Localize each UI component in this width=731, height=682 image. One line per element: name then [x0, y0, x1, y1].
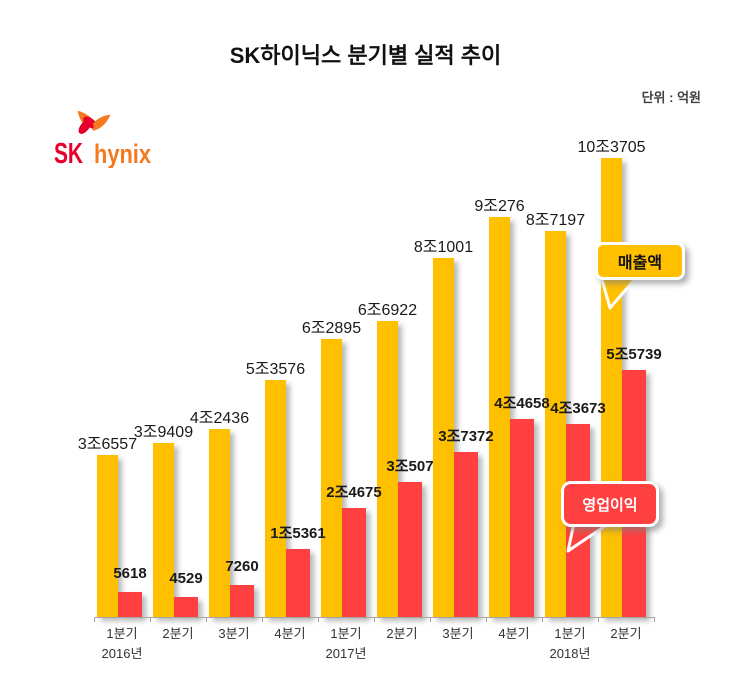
profit-value-label: 4조4658	[494, 395, 550, 412]
x-axis-quarter-label: 2분기	[610, 626, 642, 641]
revenue-bar	[265, 380, 286, 617]
x-axis-tick	[486, 617, 487, 622]
revenue-value-label: 4조2436	[189, 410, 250, 427]
x-axis-quarter-label: 3분기	[218, 626, 250, 641]
x-axis-tick	[598, 617, 599, 622]
x-axis-tick	[262, 617, 263, 622]
revenue-bar	[209, 429, 230, 617]
profit-series-callout: 영업이익	[561, 481, 659, 527]
revenue-bar	[489, 217, 510, 617]
x-axis-quarter-label: 4분기	[274, 626, 306, 641]
x-axis-tick	[206, 617, 207, 622]
profit-bar	[286, 549, 310, 617]
profit-bar	[230, 585, 254, 617]
revenue-value-label: 3조6557	[77, 436, 138, 453]
x-axis-year-label: 2017년	[325, 646, 367, 661]
profit-value-label: 4조3673	[550, 400, 606, 417]
profit-value-label: 4529	[169, 570, 203, 587]
logo-text-sk: SK	[54, 138, 83, 168]
revenue-value-label: 5조3576	[245, 361, 306, 378]
profit-value-label: 5조5739	[606, 346, 662, 363]
revenue-bar	[153, 443, 174, 617]
profit-value-label: 3조7372	[438, 428, 494, 445]
revenue-bar	[433, 258, 454, 617]
chart-title: SK하이닉스 분기별 실적 추이	[229, 43, 502, 68]
x-axis-tick	[374, 617, 375, 622]
x-axis-quarter-label: 3분기	[442, 626, 474, 641]
x-axis-tick	[542, 617, 543, 622]
profit-bar	[118, 592, 142, 617]
revenue-value-label: 9조276	[474, 198, 525, 215]
profit-value-label: 1조5361	[270, 525, 326, 542]
x-axis-year-label: 2018년	[549, 646, 591, 661]
sk-butterfly-icon	[77, 110, 111, 134]
x-axis-tick	[318, 617, 319, 622]
profit-value-label: 3조507	[386, 458, 434, 475]
profit-series-label: 영업이익	[582, 496, 638, 514]
x-axis-year-label: 2016년	[101, 646, 143, 661]
x-axis-tick	[94, 617, 95, 622]
revenue-bar	[545, 231, 566, 617]
revenue-value-label: 3조9409	[133, 424, 194, 441]
x-axis-quarter-label: 4분기	[498, 626, 530, 641]
profit-bar	[174, 597, 198, 617]
profit-bar	[398, 482, 422, 617]
revenue-bar	[97, 455, 118, 617]
revenue-bar	[377, 321, 398, 617]
x-axis-quarter-label: 1분기	[106, 626, 138, 641]
revenue-bar	[321, 339, 342, 617]
x-axis-quarter-label: 2분기	[386, 626, 418, 641]
profit-value-label: 7260	[225, 558, 259, 575]
profit-bar	[454, 452, 478, 617]
x-axis-quarter-label: 1분기	[330, 626, 362, 641]
profit-value-label: 5618	[113, 565, 147, 582]
profit-value-label: 2조4675	[326, 484, 382, 501]
revenue-value-label: 8조1001	[413, 239, 474, 256]
unit-label: 단위 : 억원	[641, 90, 701, 105]
x-axis-tick	[430, 617, 431, 622]
logo-text-hynix: hynix	[94, 139, 151, 168]
profit-bar	[342, 508, 366, 617]
profit-bar	[510, 419, 534, 617]
x-axis-tick	[654, 617, 655, 622]
x-axis-tick	[150, 617, 151, 622]
revenue-series-label: 매출액	[617, 255, 663, 272]
revenue-value-label: 6조6922	[357, 302, 418, 319]
x-axis-quarter-label: 2분기	[162, 626, 194, 641]
sk-hynix-logo: SK hynix	[54, 110, 151, 168]
revenue-value-label: 8조7197	[525, 212, 586, 229]
revenue-value-label: 6조2895	[301, 320, 362, 337]
revenue-series-callout: 매출액	[595, 242, 685, 280]
x-axis-quarter-label: 1분기	[554, 626, 586, 641]
revenue-value-label: 10조3705	[577, 139, 646, 156]
